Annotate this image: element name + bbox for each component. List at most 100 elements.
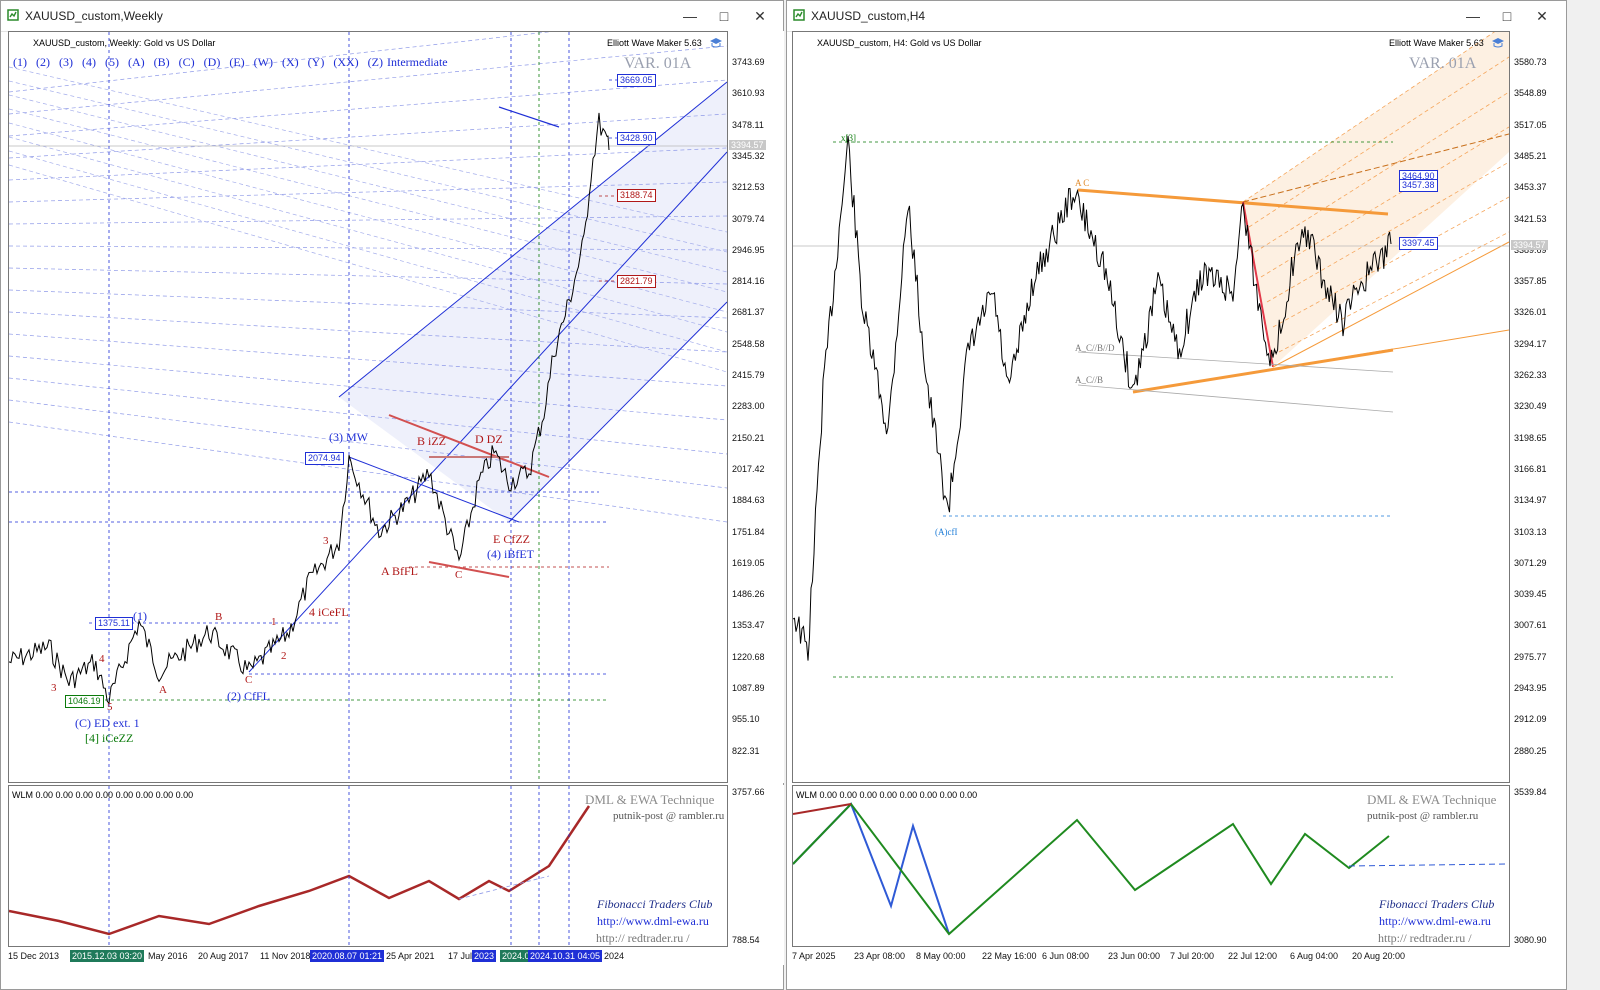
- watermark-fib: Fibonacci Traders Club: [597, 897, 713, 911]
- fib-fan-line: [9, 311, 727, 353]
- price-box-1046: 1046.19: [65, 695, 104, 708]
- degree-button[interactable]: (B): [153, 55, 170, 69]
- price-axis-label: 3421.53: [1514, 213, 1547, 224]
- date-label: 6 Jun 08:00: [1042, 951, 1090, 961]
- price-axis-label: 3517.05: [1514, 119, 1547, 130]
- label-acfi: (A)cfI: [935, 527, 958, 537]
- price-axis-label: 3230.49: [1514, 401, 1547, 412]
- degree-button[interactable]: (D): [203, 55, 221, 69]
- maximize-button[interactable]: □: [1502, 8, 1512, 24]
- degree-button[interactable]: (Y): [307, 55, 325, 69]
- date-box: 2024.10.31 04:05: [528, 950, 603, 962]
- date-box: 2024.0: [500, 950, 532, 962]
- degree-button[interactable]: (X): [282, 55, 299, 69]
- main-chart-pane[interactable]: XAUUSD_custom, Weekly: Gold vs US Dollar…: [8, 31, 728, 783]
- degree-button[interactable]: (2): [36, 55, 50, 69]
- date-box: 2023: [472, 950, 497, 962]
- close-button[interactable]: ✕: [754, 8, 766, 24]
- wlm-channel: [458, 875, 550, 900]
- degree-button[interactable]: (1): [13, 55, 27, 69]
- label-a-cb: A_C//B: [1075, 375, 1104, 385]
- wave-label-1: (1): [133, 609, 147, 623]
- fib-fan-line: [9, 289, 727, 319]
- price-series: [793, 135, 1392, 661]
- wave-label-b: B: [215, 611, 223, 623]
- degree-button[interactable]: (4): [82, 55, 96, 69]
- price-axis-label: 3007.61: [1514, 620, 1547, 631]
- date-label: 2024: [604, 951, 625, 961]
- main-chart-pane[interactable]: XAUUSD_custom, H4: Gold vs US Dollar Ell…: [792, 31, 1510, 783]
- channel-line: [248, 151, 727, 673]
- channel-line: [1242, 133, 1509, 203]
- target-arrow: [498, 106, 560, 128]
- window-titlebar[interactable]: XAUUSD_custom,Weekly — □ ✕: [1, 1, 783, 32]
- degree-name: Intermediate: [387, 55, 448, 69]
- degree-button[interactable]: (E): [229, 55, 245, 69]
- date-box: 2015.12.03 03:20: [70, 950, 145, 962]
- date-label: 23 Apr 08:00: [854, 951, 906, 961]
- maximize-button[interactable]: □: [719, 8, 729, 24]
- window-title: XAUUSD_custom,H4: [811, 9, 926, 23]
- close-button[interactable]: ✕: [1536, 8, 1548, 24]
- degree-button[interactable]: (XX): [333, 55, 359, 69]
- variant-label: VAR. 01A: [1409, 55, 1477, 72]
- price-series: [9, 112, 610, 705]
- indicator-axis: 3757.66 788.54: [728, 785, 784, 947]
- indicator-pane[interactable]: WLM 0.00 0.00 0.00 0.00 0.00 0.00 0.00 0…: [8, 785, 728, 947]
- price-axis-label: 3071.29: [1514, 557, 1547, 568]
- h4-price-chart[interactable]: [793, 32, 1509, 782]
- price-axis-label: 2943.95: [1514, 683, 1547, 693]
- wlm-line: [9, 805, 591, 936]
- fib-fan-line: [9, 113, 727, 159]
- price-axis-label: 2150.21: [732, 432, 765, 443]
- degree-button[interactable]: (C): [178, 55, 195, 69]
- fib-fan-line: [9, 181, 727, 203]
- date-label: 20 Aug 2017: [198, 951, 249, 961]
- graduation-cap-icon[interactable]: [709, 37, 723, 49]
- fan-line: [1254, 91, 1509, 253]
- minimize-button[interactable]: —: [683, 8, 697, 24]
- price-axis-label: 2283.00: [732, 401, 765, 412]
- degree-button[interactable]: (Z): [367, 55, 383, 69]
- price-axis-label: 2548.58: [732, 338, 765, 349]
- date-label: 17 Jul: [448, 951, 473, 961]
- fan-line: [1266, 161, 1509, 303]
- graduation-cap-icon[interactable]: [1491, 37, 1505, 49]
- price-axis-label: 3453.37: [1514, 182, 1547, 193]
- degree-button[interactable]: (5): [105, 55, 119, 69]
- time-axis[interactable]: 15 Dec 2013 2015.12.03 03:20 May 2016 20…: [8, 947, 784, 965]
- window-titlebar[interactable]: XAUUSD_custom,H4 — □ ✕: [787, 1, 1566, 32]
- price-axis[interactable]: 3580.73 3548.89 3517.05 3485.21 3453.37 3421.…: [1510, 31, 1566, 783]
- price-axis-label: 3485.21: [1514, 150, 1547, 161]
- wave-label-d-dz: D DZ: [475, 432, 503, 446]
- fib-fan-line: [9, 333, 727, 387]
- price-axis-label: 2975.77: [1514, 651, 1547, 662]
- weekly-chart-window[interactable]: XAUUSD_custom,Weekly — □ ✕ XAUUSD_custom…: [0, 0, 784, 990]
- price-axis-label: 1884.63: [732, 495, 765, 506]
- price-axis-label: 3212.53: [732, 182, 765, 193]
- watermark-mail: putnik-post @ rambler.ru: [613, 810, 725, 822]
- watermark-dml: DML & EWA Technique: [1367, 792, 1497, 807]
- indicator-pane[interactable]: WLM 0.00 0.00 0.00 0.00 0.00 0.00 0.00 0…: [792, 785, 1510, 947]
- wave-label-b-izz: B iZZ: [417, 434, 446, 448]
- wlm-line-blue: [793, 802, 950, 935]
- wave-label-a-bffl: A BfFL: [381, 564, 419, 578]
- time-axis[interactable]: 7 Apr 2025 23 Apr 08:00 8 May 00:00 22 May …: [792, 947, 1564, 965]
- minimize-button[interactable]: —: [1466, 8, 1480, 24]
- price-axis-label: 3103.13: [1514, 526, 1547, 537]
- symbol-header: XAUUSD_custom, H4: Gold vs US Dollar: [817, 38, 982, 48]
- h4-chart-window[interactable]: XAUUSD_custom,H4 — □ ✕ XAUUSD_custom, H4…: [786, 0, 1567, 990]
- price-axis[interactable]: 3743.69 3610.93 3478.11 3345.32 3212.53 3079.…: [728, 31, 784, 783]
- indicator-axis: 3539.84 3080.90: [1510, 785, 1566, 947]
- wlm-line-red: [793, 803, 852, 815]
- date-label: 11 Nov 2018: [260, 951, 311, 961]
- wave-label-n3: 3: [323, 535, 329, 547]
- degree-button[interactable]: (A): [128, 55, 145, 69]
- price-axis-label: 1751.84: [732, 526, 765, 537]
- fan-line: [1242, 32, 1495, 203]
- wave-label-c2: C: [245, 674, 253, 686]
- degree-button[interactable]: (W): [253, 55, 273, 69]
- chart-icon: [7, 9, 19, 21]
- degree-button[interactable]: (3): [59, 55, 73, 69]
- ewm-label: Elliott Wave Maker 5.63: [607, 38, 702, 48]
